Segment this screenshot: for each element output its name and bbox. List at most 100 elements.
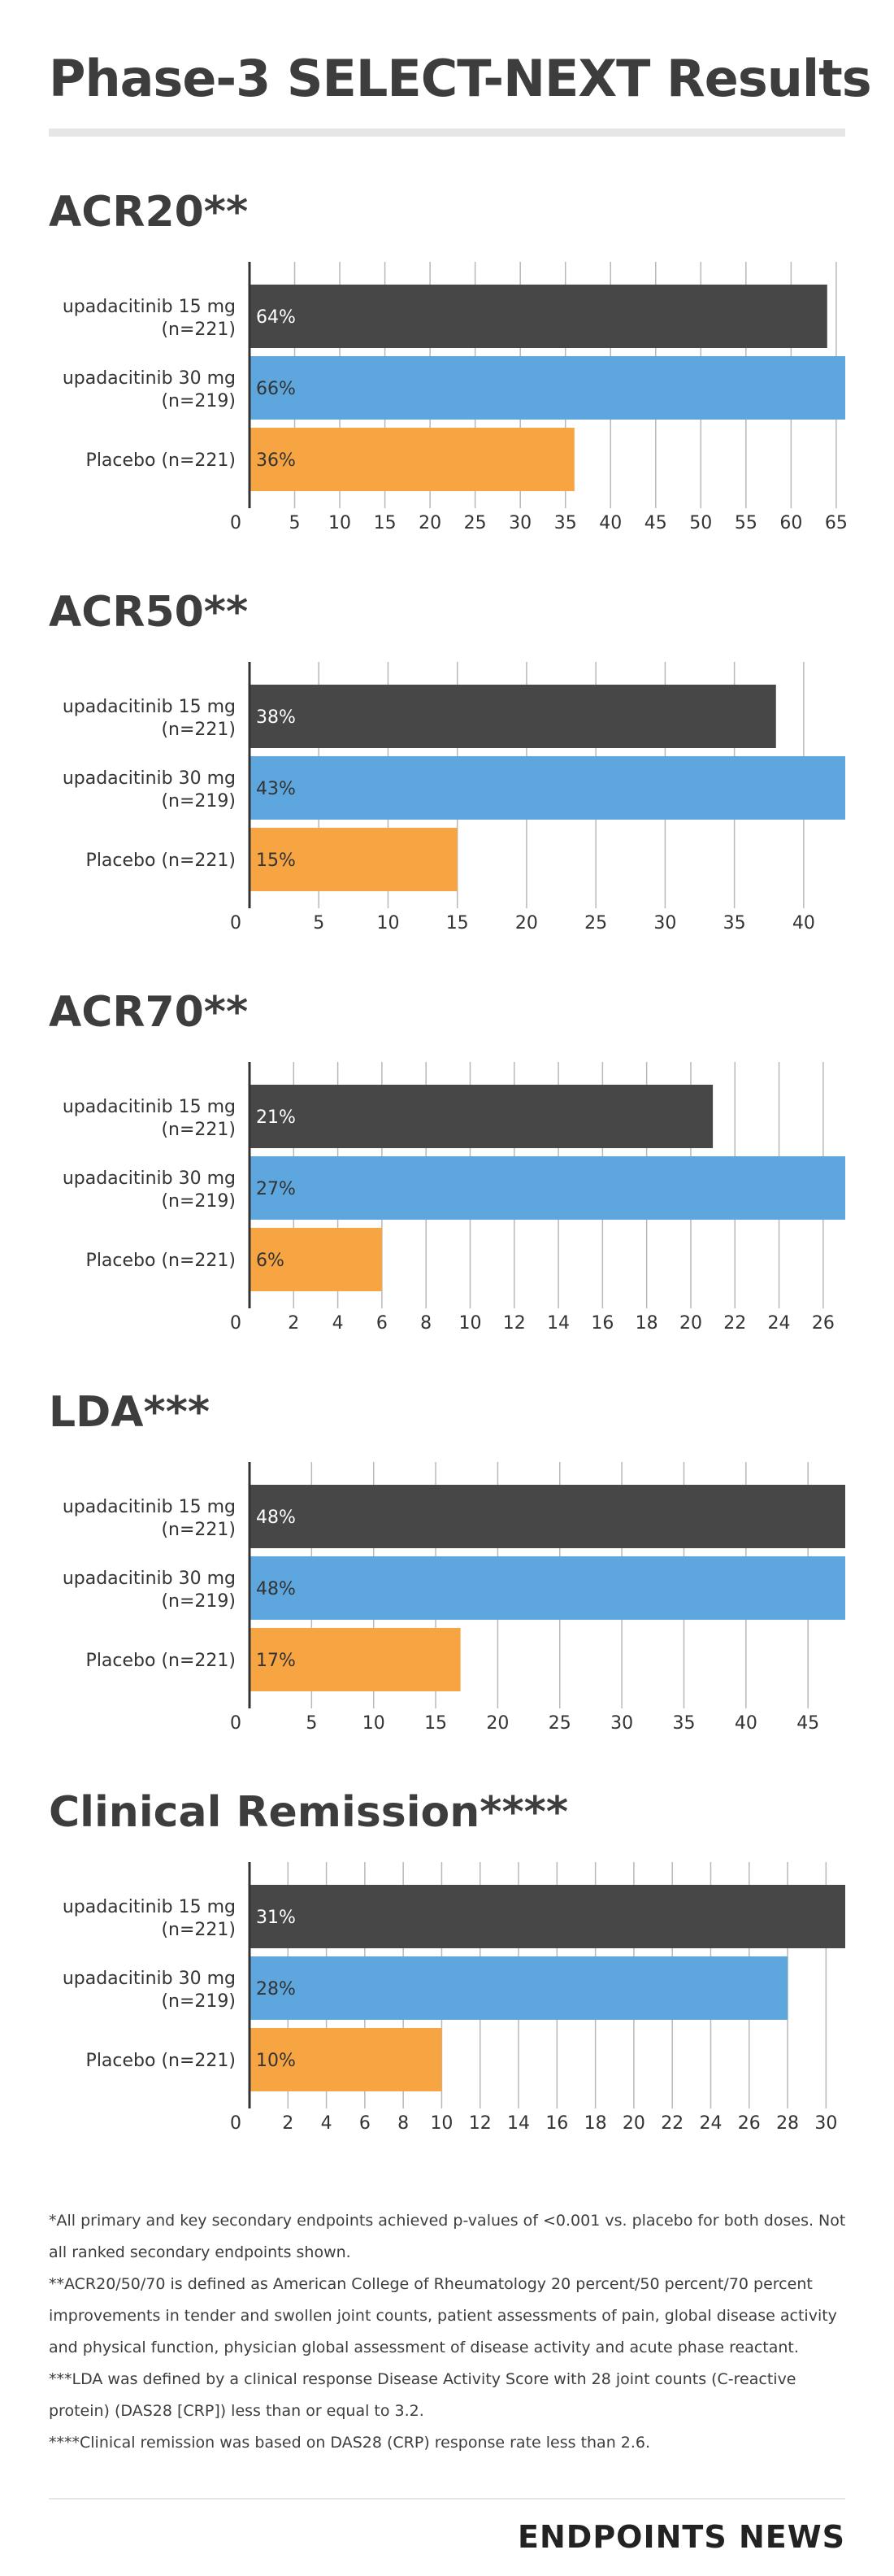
title-divider xyxy=(49,128,845,137)
category-label-line: (n=221) xyxy=(161,1120,236,1140)
bar xyxy=(250,1956,788,2020)
data-label: 64% xyxy=(256,307,296,328)
tick-label: 20 xyxy=(486,1713,509,1734)
data-label: 66% xyxy=(256,379,296,399)
tick-label: 0 xyxy=(230,1313,241,1334)
tick-label: 30 xyxy=(653,913,676,933)
footnote: *All primary and key secondary endpoints… xyxy=(49,2212,846,2261)
tick-label: 0 xyxy=(230,913,241,933)
clinical-remission-chart: Clinical Remission**** 31% upadacitinib 15… xyxy=(49,1788,845,2134)
tick-label: 20 xyxy=(679,1313,702,1334)
tick-label: 50 xyxy=(689,513,712,533)
data-label: 10% xyxy=(256,2051,296,2071)
bar xyxy=(250,685,776,748)
data-label: 17% xyxy=(256,1651,296,1671)
tick-label: 12 xyxy=(503,1313,526,1334)
tick-label: 22 xyxy=(723,1313,746,1334)
bar xyxy=(250,428,575,491)
tick-label: 30 xyxy=(509,513,532,533)
category-label: Placebo (n=221) xyxy=(86,851,236,871)
category-label-line: upadacitinib 15 mg xyxy=(63,297,236,317)
category-label-line: (n=221) xyxy=(161,320,236,340)
bar xyxy=(250,2028,442,2091)
tick-label: 35 xyxy=(554,513,577,533)
tick-label: 20 xyxy=(515,913,538,933)
tick-label: 0 xyxy=(230,1713,241,1734)
tick-label: 18 xyxy=(636,1313,658,1334)
category-label-line: upadacitinib 30 mg xyxy=(63,768,236,789)
tick-label: 4 xyxy=(332,1313,344,1334)
tick-label: 15 xyxy=(424,1713,447,1734)
tick-label: 35 xyxy=(672,1713,695,1734)
data-label: 38% xyxy=(256,707,296,728)
category-label: upadacitinib 30 mg (n=219) xyxy=(63,1569,236,1612)
tick-label: 14 xyxy=(547,1313,570,1334)
brand-logo: ENDPOINTS NEWS xyxy=(518,2519,845,2555)
footnote: ****Clinical remission was based on DAS2… xyxy=(49,2434,651,2452)
chart-title: ACR70** xyxy=(49,988,248,1037)
category-label-line: (n=219) xyxy=(161,1191,236,1212)
tick-label: 30 xyxy=(814,2113,837,2134)
bar xyxy=(250,1628,461,1691)
tick-label: 14 xyxy=(507,2113,530,2134)
tick-label: 16 xyxy=(591,1313,614,1334)
tick-label: 65 xyxy=(825,513,848,533)
tick-label: 25 xyxy=(549,1713,571,1734)
acr20-chart: ACR20** 64% upadacitinib 15 mg (n=221) 66% up… xyxy=(49,188,848,533)
category-label: upadacitinib 30 mg (n=219) xyxy=(63,1969,236,2012)
page-title: Phase-3 SELECT-NEXT Results xyxy=(49,49,872,108)
data-label: 36% xyxy=(256,450,296,471)
data-label: 48% xyxy=(256,1508,296,1528)
tick-label: 8 xyxy=(420,1313,432,1334)
tick-label: 20 xyxy=(419,513,441,533)
category-label: Placebo (n=221) xyxy=(86,1651,236,1671)
tick-label: 40 xyxy=(735,1713,757,1734)
chart-title: LDA*** xyxy=(49,1388,210,1437)
category-label-line: upadacitinib 30 mg xyxy=(63,1969,236,1989)
tick-label: 24 xyxy=(768,1313,791,1334)
bar xyxy=(250,1085,714,1148)
bar xyxy=(250,828,458,891)
tick-label: 45 xyxy=(796,1713,819,1734)
footnote: ***LDA was defined by a clinical respons… xyxy=(49,2370,796,2420)
tick-label: 30 xyxy=(610,1713,633,1734)
tick-label: 40 xyxy=(792,913,815,933)
tick-label: 6 xyxy=(359,2113,371,2134)
tick-label: 2 xyxy=(288,1313,299,1334)
data-label: 15% xyxy=(256,851,296,871)
category-label: upadacitinib 15 mg (n=221) xyxy=(63,1097,236,1140)
tick-label: 5 xyxy=(289,513,301,533)
tick-label: 10 xyxy=(376,913,399,933)
category-label: Placebo (n=221) xyxy=(86,2051,236,2071)
tick-label: 0 xyxy=(230,2113,241,2134)
tick-label: 10 xyxy=(458,1313,481,1334)
tick-label: 26 xyxy=(812,1313,835,1334)
tick-label: 40 xyxy=(599,513,622,533)
category-label-line: upadacitinib 15 mg xyxy=(63,1097,236,1117)
data-label: 48% xyxy=(256,1579,296,1599)
data-label: 43% xyxy=(256,779,296,799)
chart-title: ACR20** xyxy=(49,188,248,237)
tick-label: 15 xyxy=(446,913,469,933)
category-label-line: (n=221) xyxy=(161,1920,236,1940)
category-label-line: (n=219) xyxy=(161,791,236,812)
category-label-line: (n=219) xyxy=(161,391,236,411)
data-label: 31% xyxy=(256,1908,296,1928)
tick-label: 35 xyxy=(723,913,746,933)
tick-label: 45 xyxy=(644,513,667,533)
category-label-line: upadacitinib 30 mg xyxy=(63,368,236,389)
data-label: 6% xyxy=(256,1251,284,1271)
data-label: 28% xyxy=(256,1979,296,1999)
category-label: upadacitinib 15 mg (n=221) xyxy=(63,1497,236,1540)
chart-title: Clinical Remission**** xyxy=(49,1788,568,1837)
bar xyxy=(250,285,827,348)
bar xyxy=(250,756,845,820)
tick-label: 24 xyxy=(699,2113,722,2134)
bar xyxy=(250,1556,845,1620)
tick-label: 16 xyxy=(545,2113,568,2134)
footnotes: *All primary and key secondary endpoints… xyxy=(49,2205,853,2459)
tick-label: 5 xyxy=(306,1713,317,1734)
category-label-line: (n=221) xyxy=(161,720,236,740)
lda-chart: LDA*** 48% upadacitinib 15 mg (n=221) 48% upa… xyxy=(49,1388,845,1734)
